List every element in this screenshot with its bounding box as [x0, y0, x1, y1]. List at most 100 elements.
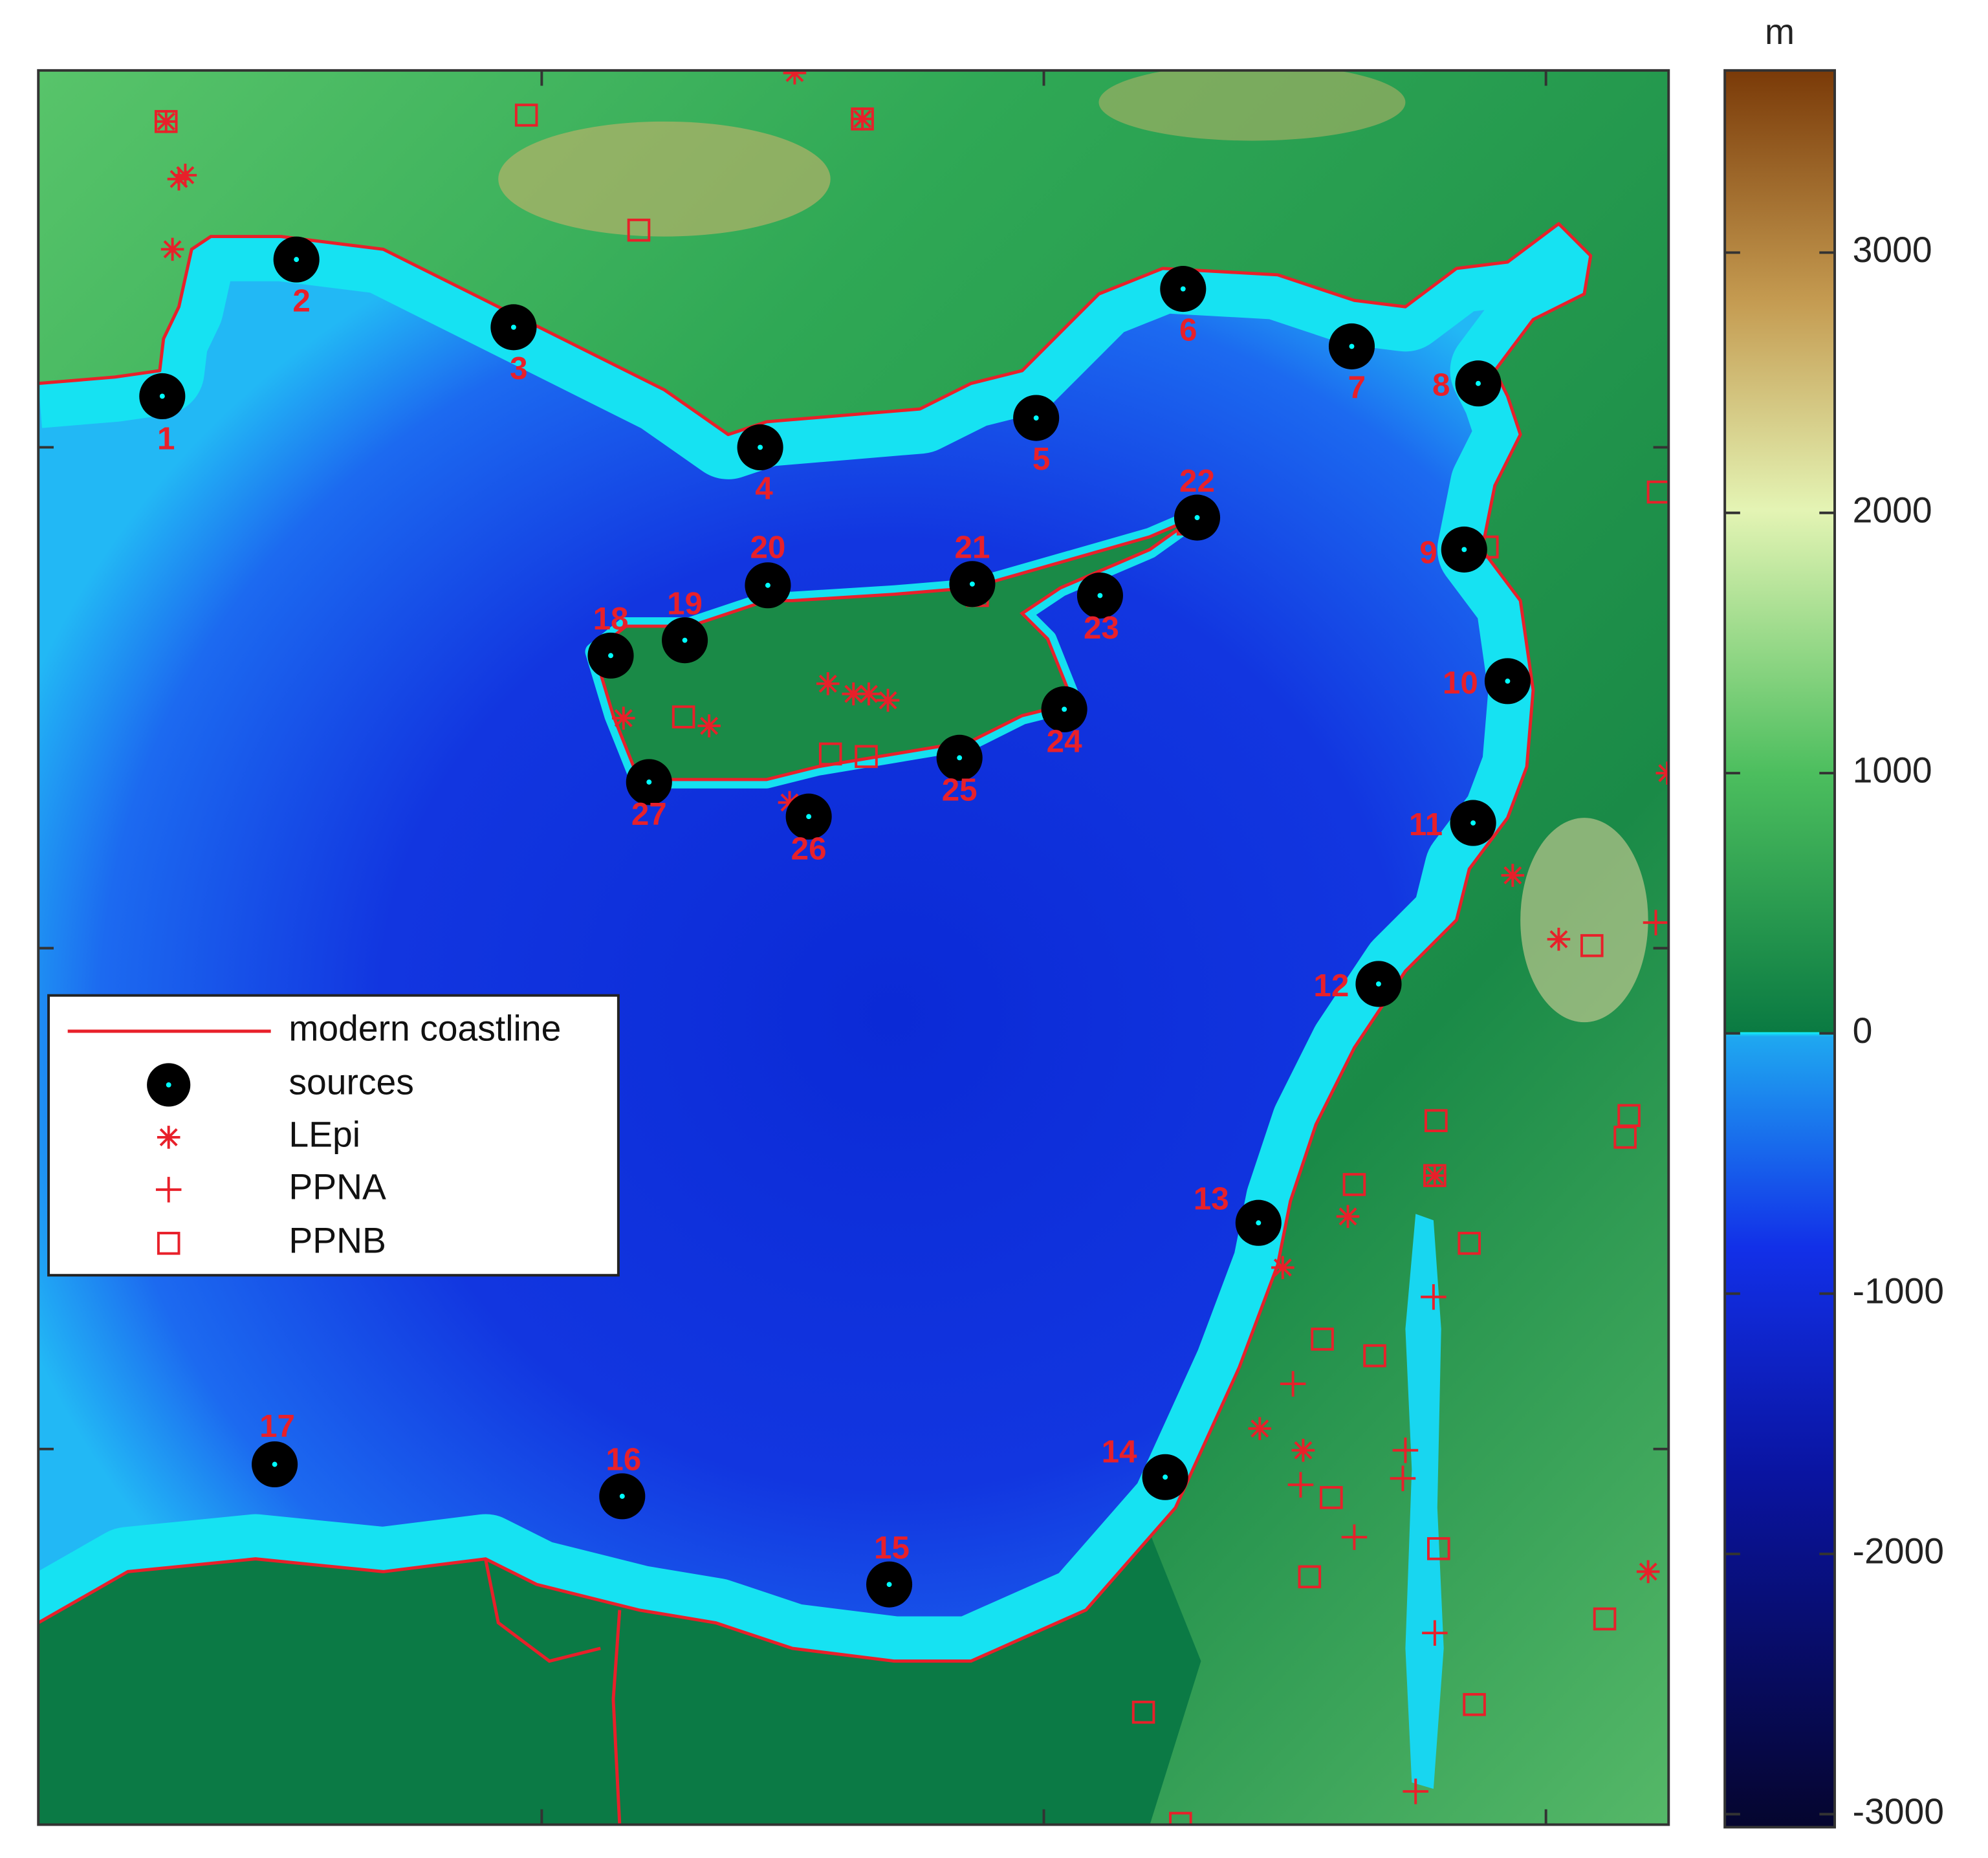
lepi-marker — [1503, 866, 1522, 885]
source-label: 23 — [1084, 610, 1119, 646]
ppnb-marker — [818, 742, 842, 766]
source-center — [1505, 678, 1511, 684]
source-label: 26 — [791, 831, 827, 867]
lepi-marker — [1294, 1441, 1313, 1459]
source-label: 24 — [1047, 724, 1082, 760]
source-center — [1461, 547, 1467, 552]
ppnb-marker — [1580, 934, 1604, 957]
ppnb-marker — [1427, 1537, 1450, 1560]
delta — [38, 1533, 1201, 1825]
source-label: 16 — [606, 1442, 641, 1478]
lepi-marker — [176, 166, 195, 184]
lepi-marker — [614, 709, 633, 728]
source-center — [619, 1493, 625, 1499]
colorbar-scale — [1723, 69, 1836, 1829]
source-center — [159, 393, 165, 399]
colorbar: m -3000 -2000 -1000 0 1000 2000 3000 — [1723, 12, 1944, 1831]
ppnb-marker — [1425, 1109, 1448, 1133]
source-center — [1376, 981, 1381, 987]
colorbar-tick-label: -1000 — [1853, 1271, 1944, 1311]
highland — [1098, 70, 1406, 141]
colorbar-tick-label: 0 — [1853, 1011, 1873, 1051]
lepi-marker — [1273, 1258, 1292, 1277]
source-center — [510, 324, 516, 330]
source-center — [1476, 380, 1481, 386]
ppnb-marker — [157, 1232, 180, 1255]
ppnb-marker — [855, 745, 878, 769]
source-label: 18 — [593, 601, 629, 637]
source-label: 21 — [954, 529, 990, 565]
ppnb-marker — [1363, 1344, 1386, 1368]
ppnb-marker — [514, 104, 538, 127]
ppnb-marker — [1298, 1565, 1322, 1589]
source-label: 11 — [1409, 807, 1443, 842]
ppnb-marker — [1131, 1700, 1155, 1724]
source-label: 27 — [631, 796, 667, 832]
source-label: 12 — [1313, 968, 1349, 1003]
colorbar-tick-label: 3000 — [1853, 230, 1932, 270]
source-label: 2 — [292, 283, 310, 318]
colorbar-tick-label: -3000 — [1853, 1791, 1944, 1831]
lepi-marker — [700, 717, 719, 735]
legend-text: PPNB — [289, 1220, 386, 1260]
source-label: 19 — [667, 585, 703, 621]
modern-coastline — [38, 222, 1593, 1663]
lepi-marker — [853, 109, 872, 128]
lepi-marker — [844, 684, 863, 703]
source-center — [1349, 344, 1355, 349]
source-label: 9 — [1419, 534, 1437, 570]
colorbar-tick-label: -2000 — [1853, 1531, 1944, 1571]
source-label: 6 — [1179, 312, 1197, 348]
source-center — [1097, 593, 1103, 598]
legend-text: LEpi — [289, 1115, 360, 1155]
highland — [1520, 818, 1648, 1023]
source-label: 3 — [510, 351, 527, 386]
ppnb-marker — [1342, 1173, 1366, 1196]
source-center — [758, 444, 763, 450]
source-label: 1 — [157, 421, 175, 457]
sea — [38, 223, 1591, 1661]
ppnb-marker — [1613, 1126, 1637, 1149]
legend-ppna — [155, 1177, 182, 1203]
legend-ppnb — [157, 1232, 180, 1255]
ppnb-marker — [154, 110, 178, 133]
lepi-marker — [1338, 1207, 1357, 1226]
source-center — [765, 582, 770, 588]
sites — [154, 70, 1669, 1825]
coastline-detail — [484, 1558, 622, 1825]
source-center — [957, 755, 963, 761]
source-center — [294, 257, 300, 263]
source-label: 8 — [1432, 367, 1450, 403]
lepi-marker — [1425, 1166, 1444, 1185]
source-center — [1163, 1474, 1168, 1480]
ppnb-marker — [1423, 1164, 1447, 1187]
source-center — [1062, 706, 1067, 712]
ppnb-marker — [1311, 1328, 1334, 1351]
source-center — [886, 1582, 892, 1588]
source-label: 20 — [750, 529, 785, 565]
source-center — [682, 637, 688, 643]
colorbar-ticks: -3000 -2000 -1000 0 1000 2000 3000 — [1725, 230, 1944, 1831]
source-label: 25 — [942, 772, 978, 808]
lepi-marker — [780, 793, 799, 812]
legend-text: sources — [289, 1062, 414, 1102]
legend-source-dot — [166, 1082, 171, 1087]
lepi-marker — [159, 1128, 178, 1146]
colorbar-title: m — [1765, 12, 1795, 52]
source-center — [1470, 820, 1476, 826]
ppnb-marker — [627, 218, 651, 242]
legend-lepi — [157, 1126, 180, 1149]
source-center — [1194, 515, 1200, 521]
source-label: 17 — [259, 1408, 295, 1444]
source-label: 22 — [1179, 463, 1215, 499]
lepi-marker — [1549, 930, 1568, 948]
source-center — [806, 814, 812, 820]
source-label: 15 — [874, 1530, 910, 1566]
source-center — [969, 581, 975, 587]
legend-text: PPNA — [289, 1166, 386, 1207]
source-label: 13 — [1194, 1181, 1229, 1217]
